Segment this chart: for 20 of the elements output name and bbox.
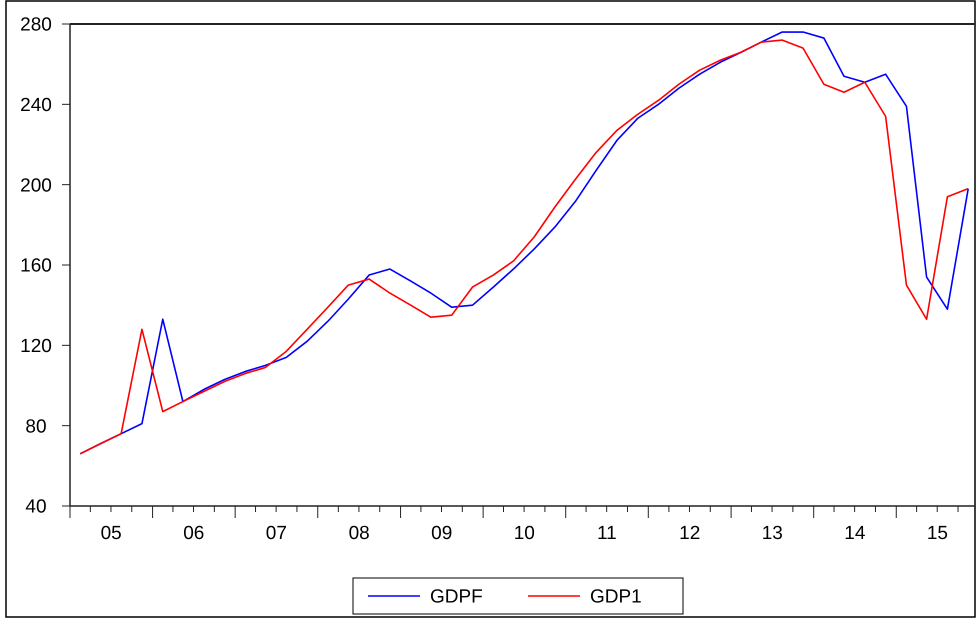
x-tick-label: 15 [926, 523, 948, 544]
x-tick-label: 06 [183, 523, 204, 544]
x-tick-label: 12 [679, 523, 700, 544]
x-tick-label: 09 [431, 523, 452, 544]
legend-label: GDP1 [590, 586, 642, 608]
y-tick-label: 160 [20, 256, 52, 277]
y-tick-label: 200 [20, 175, 52, 196]
y-tick-label: 240 [20, 94, 52, 116]
legend-label: GDPF [430, 586, 483, 608]
x-tick-label: 13 [762, 523, 783, 544]
x-tick-label: 11 [597, 523, 617, 544]
x-tick-label: 14 [844, 523, 866, 544]
x-tick-label: 08 [348, 523, 370, 544]
y-tick-label: 120 [20, 336, 52, 357]
y-tick-label: 40 [25, 496, 47, 518]
x-tick-label: 07 [266, 523, 287, 544]
y-tick-label: 280 [20, 14, 52, 36]
y-tick-label: 80 [25, 416, 47, 438]
x-tick-label: 05 [100, 523, 122, 544]
x-tick-label: 10 [514, 523, 535, 544]
